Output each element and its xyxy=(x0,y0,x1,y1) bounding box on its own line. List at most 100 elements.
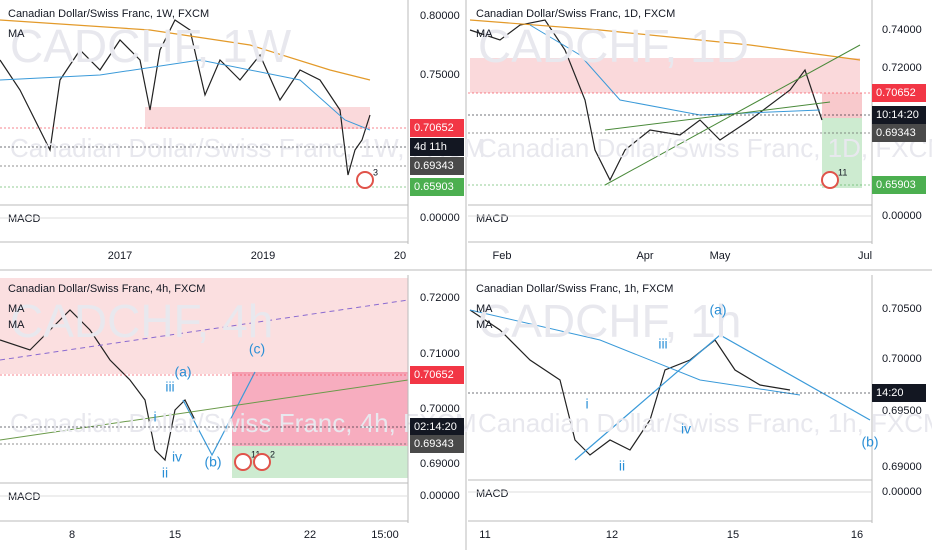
x-tick-label: 16 xyxy=(851,529,863,541)
price-tag xyxy=(872,176,926,194)
wave-label: (b) xyxy=(204,454,221,470)
panel-title: Canadian Dollar/Swiss Franc, 1W, FXCM xyxy=(8,8,209,20)
y-tick-label: 0.70000 xyxy=(882,353,922,365)
ma-line xyxy=(0,19,371,81)
price-tag xyxy=(872,106,926,124)
x-tick-label: 15:00 xyxy=(371,529,399,541)
macd-label: MACD xyxy=(8,491,40,503)
badge-icon xyxy=(821,171,839,189)
y-tick-label: 0.69000 xyxy=(882,461,922,473)
x-tick-label: 2017 xyxy=(108,250,132,262)
wave-label: i xyxy=(585,396,588,412)
ma-label: MA xyxy=(476,319,493,331)
wave-path xyxy=(182,371,256,457)
badge-icon xyxy=(356,171,374,189)
macd-tick: 0.00000 xyxy=(882,210,922,222)
x-tick-label: 8 xyxy=(69,529,75,541)
wave-label: iv xyxy=(681,421,691,437)
y-tick-label: 0.71000 xyxy=(420,348,460,360)
price-path xyxy=(0,19,371,176)
price-tag xyxy=(410,119,464,137)
ma-line xyxy=(469,19,861,61)
y-tick-label: 0.70000 xyxy=(420,403,460,415)
badge-count: 2 xyxy=(270,449,275,459)
price-tag xyxy=(872,384,926,402)
wave-label: ii xyxy=(619,458,625,474)
price-tag xyxy=(410,418,464,436)
badge-count: 3 xyxy=(373,167,378,177)
wave-label: iii xyxy=(658,336,667,352)
macd-label: MACD xyxy=(8,213,40,225)
wave-label: (c) xyxy=(249,341,265,357)
x-tick-label: Apr xyxy=(636,250,653,262)
watermark: Canadian Dollar/Swiss Franc, 1D, FXCM xyxy=(478,133,932,163)
badge-count: 11 xyxy=(838,167,847,177)
macd-tick: 0.00000 xyxy=(420,212,460,224)
ma-line xyxy=(469,309,801,396)
price-tag-label: 4d 11h xyxy=(414,141,447,153)
wave-label: iv xyxy=(172,449,182,465)
wave-label: iii xyxy=(165,379,174,395)
watermark: Canadian Dollar/Swiss Franc, 1W, FXCM xyxy=(10,133,485,163)
ma-label: MA xyxy=(8,319,25,331)
panel-title: Canadian Dollar/Swiss Franc, 4h, FXCM xyxy=(8,283,205,295)
price-tag xyxy=(872,124,926,142)
zone xyxy=(0,278,408,374)
x-tick-label: 12 xyxy=(606,529,618,541)
x-tick-label: Jul xyxy=(858,250,872,262)
x-tick-label: 15 xyxy=(169,529,181,541)
y-tick-label: 0.80000 xyxy=(420,10,460,22)
price-tag-label: 0.70652 xyxy=(876,87,916,99)
price-path xyxy=(469,19,823,182)
x-tick-label: Feb xyxy=(493,250,512,262)
y-tick-label: 0.72000 xyxy=(882,62,922,74)
macd-label: MACD xyxy=(476,488,508,500)
watermark: CADCHF, 1h xyxy=(478,295,741,347)
price-tag-label: 0.70652 xyxy=(414,369,454,381)
price-tag xyxy=(410,157,464,175)
panel-title: Canadian Dollar/Swiss Franc, 1D, FXCM xyxy=(476,8,675,20)
x-tick-label: May xyxy=(710,250,731,262)
price-tag-label: 0.69343 xyxy=(876,127,916,139)
price-tag-label: 0.69343 xyxy=(414,438,454,450)
watermark: CADCHF, 1W xyxy=(10,20,292,72)
y-tick-label: 0.72000 xyxy=(420,292,460,304)
ma-line xyxy=(0,59,371,131)
y-tick-label: 0.69500 xyxy=(882,405,922,417)
y-tick-label: 0.70500 xyxy=(882,303,922,315)
price-tag-label: 14:20 xyxy=(876,387,904,399)
price-tag xyxy=(410,138,464,156)
y-tick-label: 0.75000 xyxy=(420,69,460,81)
trend-line xyxy=(0,379,409,441)
price-tag-label: 0.70652 xyxy=(414,122,454,134)
ma-label: MA xyxy=(476,28,493,40)
zone xyxy=(822,93,862,118)
ma-label: MA xyxy=(476,303,493,315)
x-tick-label: 11 xyxy=(479,529,490,541)
price-tag-label: 10:14:20 xyxy=(876,109,919,121)
y-tick-label: 0.74000 xyxy=(882,24,922,36)
x-tick-label: 22 xyxy=(304,529,316,541)
channel xyxy=(604,101,831,131)
price-tag xyxy=(410,178,464,196)
wave-label: (a) xyxy=(174,364,191,380)
macd-label: MACD xyxy=(476,213,508,225)
price-tag-label: 0.69343 xyxy=(414,160,454,172)
ma-label: MA xyxy=(8,303,25,315)
watermark: CADCHF, 4h xyxy=(10,295,273,347)
price-tag-label: 0.65903 xyxy=(876,179,916,191)
x-tick-label: 2019 xyxy=(251,250,275,262)
price-tag xyxy=(410,435,464,453)
price-tag-label: 0.65903 xyxy=(414,181,454,193)
panel-title: Canadian Dollar/Swiss Franc, 1h, FXCM xyxy=(476,283,673,295)
ma-label: MA xyxy=(8,28,25,40)
price-tag xyxy=(410,366,464,384)
watermark: CADCHF, 1D xyxy=(478,20,749,72)
wave-label: (a) xyxy=(709,302,726,318)
macd-tick: 0.00000 xyxy=(420,490,460,502)
wave-label: (b) xyxy=(861,434,878,450)
wave-path xyxy=(574,334,871,461)
y-tick-label: 0.69000 xyxy=(420,458,460,470)
